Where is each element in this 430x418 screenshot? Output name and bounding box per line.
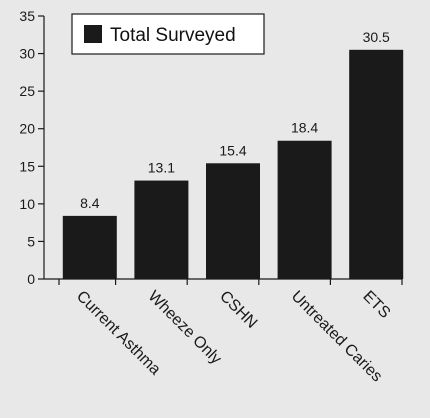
- bars: [62, 49, 404, 279]
- y-tick-label: 20: [19, 121, 35, 137]
- y-tick-label: 0: [27, 271, 35, 287]
- category-label: CSHN: [216, 288, 260, 332]
- bar: [206, 163, 260, 279]
- y-tick-label: 15: [19, 158, 35, 174]
- legend-box: [71, 13, 265, 55]
- bar: [349, 49, 404, 279]
- category-label: ETS: [359, 288, 393, 322]
- y-tick-label: 25: [19, 83, 35, 99]
- data-label: 15.4: [219, 142, 246, 158]
- x-axis: [44, 278, 403, 285]
- legend-swatch: [84, 25, 102, 43]
- bar: [134, 180, 189, 279]
- bar: [277, 140, 332, 279]
- data-label: 18.4: [291, 120, 318, 136]
- legend-label: Total Surveyed: [110, 25, 236, 46]
- data-label: 30.5: [363, 29, 390, 45]
- y-tick-label: 35: [19, 8, 35, 24]
- y-tick-label: 10: [19, 196, 35, 212]
- bar: [62, 215, 117, 279]
- data-label: 8.4: [80, 195, 100, 211]
- y-tick-label: 30: [19, 46, 35, 62]
- category-label: Wheeze Only: [145, 288, 225, 368]
- y-axis: 0 5 10 15 20 25 30 35: [19, 8, 45, 287]
- data-labels: 8.4 13.1 15.4 18.4 30.5: [80, 29, 390, 211]
- y-tick-label: 5: [27, 233, 35, 249]
- legend: Total Surveyed: [71, 13, 265, 55]
- data-label: 13.1: [148, 160, 175, 176]
